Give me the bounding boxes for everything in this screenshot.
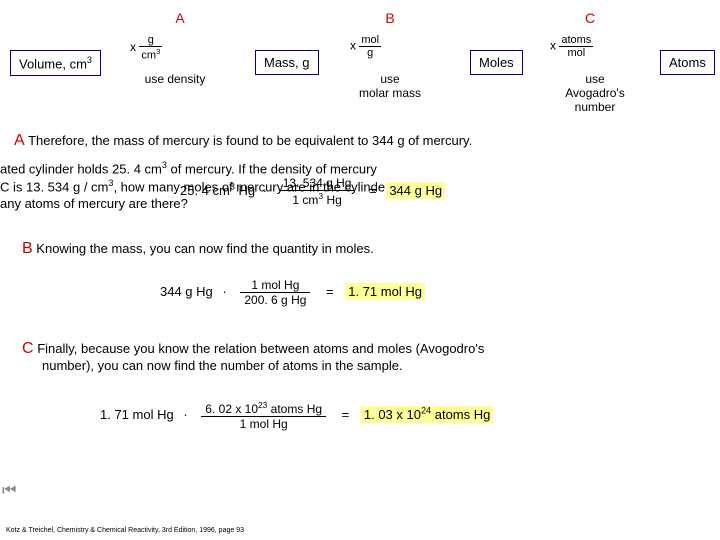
calc-a-eq: =	[369, 183, 377, 198]
calc-a-lhs-unit: Hg	[235, 183, 255, 198]
problem-para1a: ated cylinder holds 25. 4 cm	[0, 161, 162, 176]
section-b-line: B Knowing the mass, you can now find the…	[22, 240, 720, 258]
conversion-flow: A B C Volume, cm3 Mass, g Moles Atoms x …	[0, 6, 720, 106]
calc-a: 25. 4 cm3 Hg · 13. 534 g Hg 1 cm3 Hg = 3…	[180, 176, 720, 207]
calc-b-frac-den: 200. 6 g Hg	[240, 293, 310, 307]
section-c-text1: Finally, because you know the relation b…	[37, 341, 484, 356]
calc-c: 1. 71 mol Hg · 6. 02 x 1023 atoms Hg 1 m…	[100, 400, 720, 431]
calc-c-rhs-b: atoms Hg	[431, 407, 490, 422]
flow-op-c-x: x	[550, 39, 556, 53]
calc-a-lhs: 25. 4 cm	[180, 183, 230, 198]
prev-slide-icon[interactable]: ⏮	[2, 482, 16, 500]
flow-op-b-x: x	[350, 39, 356, 53]
problem-para2a: C is 13. 534 g / cm	[0, 179, 108, 194]
flow-op-a-den: cm	[141, 50, 156, 62]
calc-c-dot: ·	[183, 407, 187, 422]
problem-para1b: of mercury. If the density of mercury	[167, 161, 377, 176]
flow-box-mass: Mass, g	[255, 50, 319, 75]
calc-b-lhs: 344 g Hg	[160, 284, 213, 299]
section-b-letter: B	[22, 240, 33, 257]
flow-label-a: A	[170, 10, 190, 26]
calc-c-eq: =	[342, 407, 350, 422]
calc-c-rhs-exp: 24	[421, 406, 431, 416]
calc-a-dot: ·	[263, 183, 267, 198]
flow-op-a-x: x	[130, 40, 136, 54]
flow-op-c: x atoms mol	[550, 34, 593, 59]
calc-c-frac-num-exp: 23	[258, 400, 267, 410]
flow-op-b: x mol g	[350, 34, 381, 59]
flow-box-volume: Volume, cm3	[10, 50, 101, 76]
calc-a-frac-num: 13. 534 g Hg	[279, 176, 356, 191]
section-c-letter: C	[22, 340, 34, 357]
problem-para1: ated cylinder holds 25. 4 cm3 of mercury…	[0, 160, 720, 176]
flow-use-b: use molar mass	[350, 72, 430, 100]
footer-citation: Kotz & Treichel, Chemistry & Chemical Re…	[6, 527, 244, 534]
flow-op-b-den: g	[359, 47, 381, 59]
section-a-letter: A	[14, 132, 25, 149]
calc-b: 344 g Hg · 1 mol Hg 200. 6 g Hg = 1. 71 …	[160, 278, 720, 307]
section-c-line2: number), you can now find the number of …	[42, 358, 720, 373]
flow-op-a-den-sup: 3	[156, 47, 160, 56]
flow-op-c-num: atoms	[559, 34, 593, 47]
section-a-text: Therefore, the mass of mercury is found …	[28, 133, 472, 148]
calc-c-lhs: 1. 71 mol Hg	[100, 407, 174, 422]
flow-box-atoms: Atoms	[660, 50, 715, 75]
section-b-text: Knowing the mass, you can now find the q…	[36, 241, 373, 256]
section-c-line1: C Finally, because you know the relation…	[22, 340, 720, 358]
calc-a-frac-den-b: Hg	[323, 193, 342, 207]
flow-box-volume-text: Volume, cm	[19, 56, 87, 71]
calc-b-eq: =	[326, 284, 334, 299]
flow-op-a-num: g	[139, 34, 162, 47]
calc-a-rhs: 344 g Hg	[386, 182, 445, 199]
calc-c-frac-num-a: 6. 02 x 10	[205, 402, 258, 416]
calc-c-rhs-a: 1. 03 x 10	[364, 407, 421, 422]
flow-box-volume-sup: 3	[87, 55, 92, 65]
flow-op-c-den: mol	[559, 47, 593, 59]
calc-c-frac-num-b: atoms Hg	[267, 402, 322, 416]
flow-op-b-num: mol	[359, 34, 381, 47]
flow-box-moles: Moles	[470, 50, 523, 75]
flow-label-c: C	[580, 10, 600, 26]
flow-use-c: use Avogadro's number	[550, 72, 640, 114]
calc-b-frac-num: 1 mol Hg	[240, 278, 310, 293]
calc-a-frac-den-a: 1 cm	[292, 193, 318, 207]
flow-use-a: use density	[135, 72, 215, 86]
calc-b-dot: ·	[222, 284, 226, 299]
section-a-line: A Therefore, the mass of mercury is foun…	[14, 132, 720, 150]
calc-c-frac-den: 1 mol Hg	[201, 417, 326, 431]
calc-b-rhs: 1. 71 mol Hg	[345, 283, 425, 300]
flow-op-a: x g cm3	[130, 34, 162, 62]
flow-label-b: B	[380, 10, 400, 26]
